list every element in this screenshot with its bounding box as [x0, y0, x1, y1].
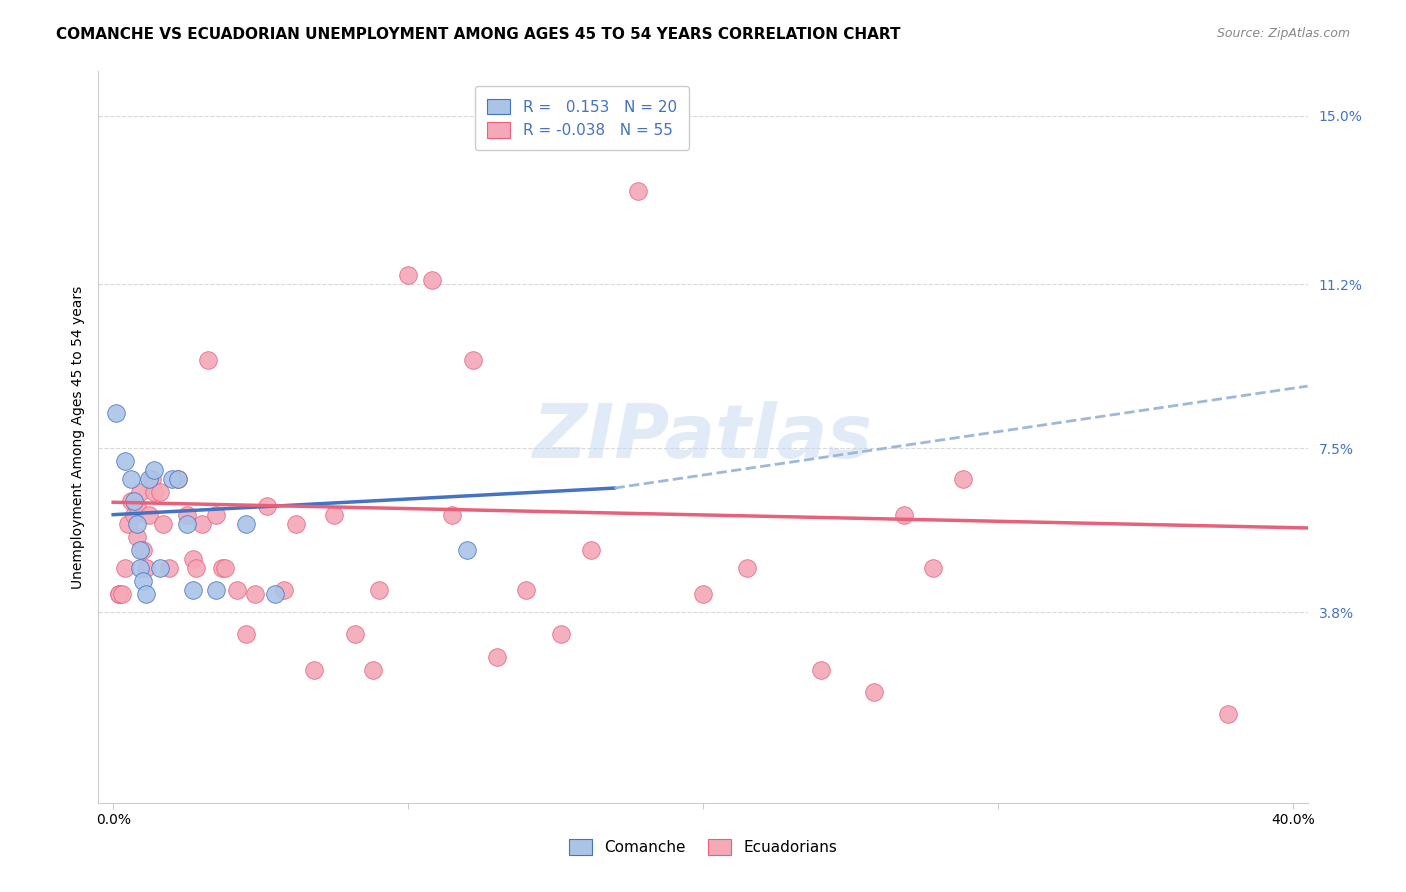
- Point: [149, 561, 172, 575]
- Point: [120, 472, 142, 486]
- Point: [125, 499, 148, 513]
- Point: [157, 561, 180, 575]
- Point: [160, 472, 183, 486]
- Point: [461, 352, 484, 367]
- Point: [323, 508, 346, 522]
- Point: [197, 352, 219, 367]
- Text: ZIPatlas: ZIPatlas: [533, 401, 873, 474]
- Point: [205, 508, 228, 522]
- Point: [205, 582, 228, 597]
- Point: [256, 499, 278, 513]
- Point: [125, 530, 148, 544]
- Point: [420, 273, 443, 287]
- Point: [235, 516, 257, 531]
- Point: [456, 543, 478, 558]
- Point: [152, 516, 174, 531]
- Point: [143, 463, 166, 477]
- Point: [111, 587, 134, 601]
- Point: [138, 472, 160, 486]
- Point: [893, 508, 915, 522]
- Point: [190, 516, 212, 531]
- Point: [125, 516, 148, 531]
- Point: [131, 543, 153, 558]
- Point: [181, 582, 204, 597]
- Point: [515, 582, 537, 597]
- Point: [810, 663, 832, 677]
- Point: [128, 543, 150, 558]
- Point: [128, 485, 150, 500]
- Point: [550, 627, 572, 641]
- Point: [235, 627, 257, 641]
- Point: [1216, 707, 1239, 722]
- Point: [114, 454, 136, 468]
- Point: [143, 485, 166, 500]
- Point: [181, 552, 204, 566]
- Point: [120, 494, 142, 508]
- Point: [214, 561, 236, 575]
- Point: [108, 587, 131, 601]
- Point: [108, 587, 131, 601]
- Point: [117, 516, 139, 531]
- Point: [485, 649, 508, 664]
- Point: [176, 516, 198, 531]
- Y-axis label: Unemployment Among Ages 45 to 54 years: Unemployment Among Ages 45 to 54 years: [70, 285, 84, 589]
- Point: [343, 627, 366, 641]
- Point: [952, 472, 974, 486]
- Point: [122, 508, 145, 522]
- Text: COMANCHE VS ECUADORIAN UNEMPLOYMENT AMONG AGES 45 TO 54 YEARS CORRELATION CHART: COMANCHE VS ECUADORIAN UNEMPLOYMENT AMON…: [56, 27, 901, 42]
- Point: [114, 561, 136, 575]
- Point: [367, 582, 389, 597]
- Point: [264, 587, 287, 601]
- Legend: Comanche, Ecuadorians: Comanche, Ecuadorians: [562, 833, 844, 861]
- Point: [131, 574, 153, 589]
- Point: [735, 561, 758, 575]
- Point: [135, 587, 157, 601]
- Point: [135, 561, 157, 575]
- Point: [226, 582, 249, 597]
- Point: [627, 184, 650, 198]
- Point: [692, 587, 714, 601]
- Text: Source: ZipAtlas.com: Source: ZipAtlas.com: [1216, 27, 1350, 40]
- Point: [285, 516, 308, 531]
- Point: [863, 685, 886, 699]
- Point: [243, 587, 266, 601]
- Point: [138, 508, 160, 522]
- Point: [396, 268, 419, 283]
- Point: [211, 561, 233, 575]
- Point: [361, 663, 384, 677]
- Point: [184, 561, 207, 575]
- Point: [441, 508, 464, 522]
- Point: [149, 485, 172, 500]
- Point: [128, 561, 150, 575]
- Point: [122, 494, 145, 508]
- Point: [167, 472, 190, 486]
- Point: [302, 663, 325, 677]
- Point: [176, 508, 198, 522]
- Point: [141, 472, 163, 486]
- Point: [167, 472, 190, 486]
- Point: [105, 406, 128, 420]
- Point: [273, 582, 295, 597]
- Point: [922, 561, 945, 575]
- Point: [579, 543, 602, 558]
